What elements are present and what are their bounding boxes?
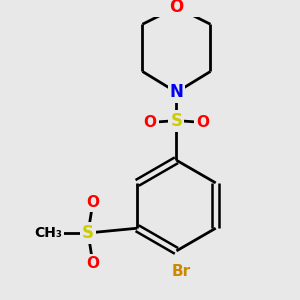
Text: S: S bbox=[82, 224, 94, 242]
Text: O: O bbox=[169, 0, 184, 16]
Text: Br: Br bbox=[172, 264, 191, 279]
Text: CH₃: CH₃ bbox=[34, 226, 62, 240]
Text: O: O bbox=[86, 256, 99, 271]
Text: N: N bbox=[169, 83, 183, 101]
Text: O: O bbox=[86, 195, 99, 210]
Text: O: O bbox=[143, 115, 157, 130]
Text: O: O bbox=[196, 115, 209, 130]
Text: S: S bbox=[170, 112, 182, 130]
